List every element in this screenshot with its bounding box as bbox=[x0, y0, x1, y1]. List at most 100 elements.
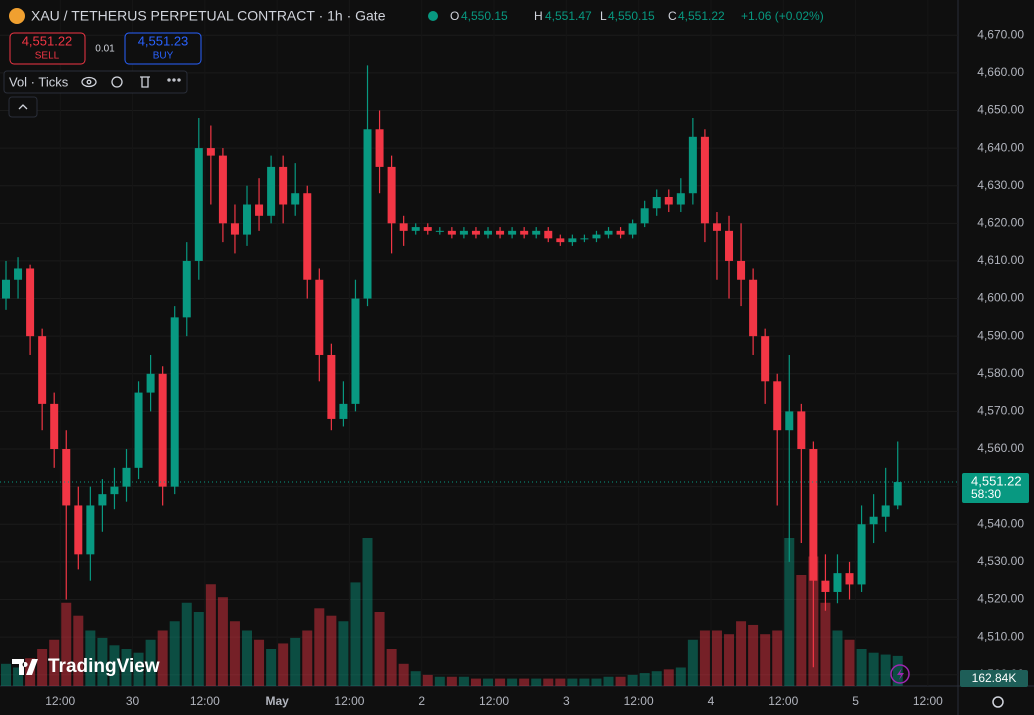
candle-body bbox=[399, 223, 408, 231]
x-tick-label: 12:00 bbox=[190, 694, 220, 708]
x-tick-label: 12:00 bbox=[768, 694, 798, 708]
candle-body bbox=[315, 279, 324, 355]
volume-bar bbox=[446, 676, 457, 686]
volume-bar bbox=[410, 671, 421, 686]
volume-bar bbox=[362, 538, 373, 686]
volume-label: 162.84K bbox=[972, 671, 1017, 685]
volume-bar bbox=[338, 621, 349, 686]
candle-body bbox=[869, 516, 878, 525]
candle-body bbox=[568, 238, 577, 243]
candle-body bbox=[664, 196, 673, 205]
y-tick-label: 4,560.00 bbox=[977, 441, 1024, 455]
volume-bar bbox=[567, 678, 578, 686]
volume-bar bbox=[748, 624, 759, 686]
candle-body bbox=[604, 230, 613, 235]
candle-body bbox=[255, 204, 264, 216]
candle-body bbox=[423, 227, 432, 231]
volume-bar bbox=[495, 678, 506, 686]
volume-bar bbox=[374, 612, 385, 686]
y-tick-label: 4,660.00 bbox=[977, 65, 1024, 79]
candle-body bbox=[652, 196, 661, 209]
volume-bar bbox=[121, 649, 132, 686]
volume-bar bbox=[555, 678, 566, 686]
buy-label: BUY bbox=[153, 51, 174, 62]
candle-body bbox=[50, 403, 59, 450]
volume-label-box bbox=[960, 670, 1028, 687]
candle-body bbox=[38, 336, 47, 404]
x-tick-label: May bbox=[265, 694, 289, 708]
candle-body bbox=[339, 403, 348, 419]
sell-box bbox=[9, 32, 86, 65]
candle-body bbox=[375, 129, 384, 167]
volume-bar bbox=[398, 663, 409, 686]
candle-body bbox=[797, 411, 806, 450]
candle-body bbox=[230, 223, 239, 235]
volume-bar bbox=[736, 621, 747, 686]
volume-bar bbox=[85, 630, 96, 686]
x-tick-label: 12:00 bbox=[479, 694, 509, 708]
candle-body bbox=[206, 148, 215, 156]
volume-bar bbox=[892, 655, 903, 686]
candle-body bbox=[725, 230, 734, 261]
volume-bar bbox=[470, 678, 481, 686]
y-tick-label: 4,670.00 bbox=[977, 27, 1024, 41]
candle-body bbox=[363, 129, 372, 299]
candle-body bbox=[893, 482, 902, 506]
y-tick-label: 4,630.00 bbox=[977, 178, 1024, 192]
delete-icon[interactable] bbox=[140, 76, 150, 88]
spread: 0.01 bbox=[95, 44, 115, 55]
volume-bar bbox=[205, 584, 216, 686]
settings-icon[interactable] bbox=[111, 76, 123, 88]
alert-icon[interactable] bbox=[890, 664, 910, 684]
candle-body bbox=[62, 449, 71, 506]
volume-bar bbox=[760, 634, 771, 686]
volume-bar bbox=[97, 637, 108, 686]
indicator-label[interactable]: Vol · Ticks bbox=[9, 74, 69, 89]
collapse-button[interactable] bbox=[8, 96, 38, 118]
volume-bar bbox=[675, 667, 686, 686]
sell-button[interactable]: 4,551.22 SELL bbox=[9, 32, 86, 65]
last-price-box bbox=[962, 473, 1029, 504]
legend-value: 4,550.15 bbox=[461, 9, 508, 23]
buy-box bbox=[124, 32, 202, 65]
candle-body bbox=[459, 230, 468, 235]
volume-bar bbox=[133, 652, 144, 686]
gear-icon[interactable] bbox=[992, 696, 1004, 708]
legend-value: 4,550.15 bbox=[608, 9, 655, 23]
buy-button[interactable]: 4,551.23 BUY bbox=[124, 32, 202, 65]
x-tick-label: 5 bbox=[852, 694, 859, 708]
legend-value: 4,551.22 bbox=[678, 9, 725, 23]
y-tick-label: 4,590.00 bbox=[977, 328, 1024, 342]
volume-bar bbox=[302, 630, 313, 686]
volume-bar bbox=[242, 630, 253, 686]
status-dot bbox=[428, 11, 438, 21]
eye-icon[interactable] bbox=[81, 76, 97, 88]
candle-body bbox=[484, 230, 493, 235]
volume-bar bbox=[591, 678, 602, 686]
y-tick-label: 4,600.00 bbox=[977, 291, 1024, 305]
volume-bar bbox=[37, 649, 48, 686]
volume-bar bbox=[169, 621, 180, 686]
volume-bar bbox=[820, 602, 831, 686]
candle-body bbox=[773, 381, 782, 431]
volume-bar bbox=[579, 678, 590, 686]
candle-body bbox=[580, 238, 589, 240]
y-tick-label: 4,610.00 bbox=[977, 253, 1024, 267]
more-icon[interactable] bbox=[167, 78, 171, 82]
candle-body bbox=[749, 279, 758, 337]
candle-body bbox=[821, 580, 830, 592]
chart-title: XAU / TETHERUS PERPETUAL CONTRACT · 1h ·… bbox=[31, 8, 386, 24]
candle-body bbox=[86, 505, 95, 555]
candle-body bbox=[26, 268, 35, 337]
volume-bar bbox=[193, 612, 204, 686]
candle-body bbox=[845, 573, 854, 585]
volume-bar bbox=[543, 678, 554, 686]
candle-body bbox=[146, 373, 155, 393]
candle-body bbox=[471, 230, 480, 235]
volume-bar bbox=[386, 649, 397, 686]
candle-body bbox=[676, 193, 685, 205]
candle-body bbox=[387, 166, 396, 224]
candle-body bbox=[182, 260, 191, 318]
volume-bar bbox=[278, 643, 289, 686]
candle-body bbox=[267, 166, 276, 216]
